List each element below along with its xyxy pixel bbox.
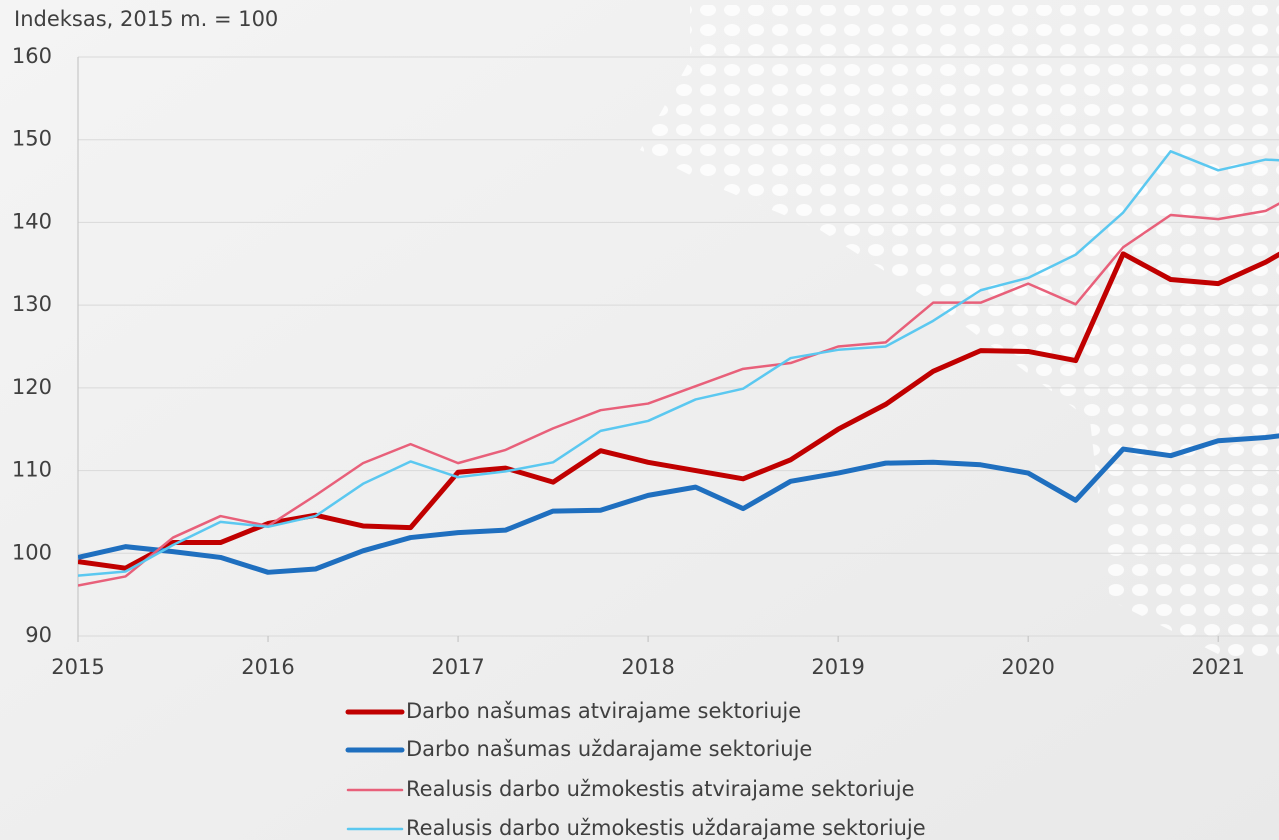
legend-label: Realusis darbo užmokestis atvirajame sek… <box>406 777 915 801</box>
legend-label: Darbo našumas atvirajame sektoriuje <box>406 699 801 723</box>
y-tick-label: 150 <box>12 127 52 151</box>
y-tick-label: 130 <box>12 292 52 316</box>
x-tick-label: 2018 <box>621 655 674 679</box>
y-tick-label: 120 <box>12 375 52 399</box>
x-tick-label: 2017 <box>431 655 484 679</box>
y-tick-label: 160 <box>12 44 52 68</box>
legend-label: Realusis darbo užmokestis uždarajame sek… <box>406 816 926 840</box>
y-tick-label: 110 <box>12 458 52 482</box>
y-axis-title: Indeksas, 2015 m. = 100 <box>14 7 278 31</box>
x-tick-label: 2020 <box>1001 655 1054 679</box>
series-line <box>78 251 1279 571</box>
x-tick-label: 2021 <box>1191 655 1244 679</box>
y-tick-label: 140 <box>12 209 52 233</box>
y-tick-label: 100 <box>12 540 52 564</box>
legend-label: Darbo našumas uždarajame sektoriuje <box>406 737 812 761</box>
y-tick-label: 90 <box>25 623 52 647</box>
x-tick-label: 2019 <box>811 655 864 679</box>
series-line <box>78 202 1279 587</box>
series-line <box>78 150 1279 577</box>
decor-dots <box>640 5 1279 660</box>
x-tick-label: 2016 <box>241 655 294 679</box>
series-line <box>78 433 1279 575</box>
x-tick-label: 2015 <box>51 655 104 679</box>
